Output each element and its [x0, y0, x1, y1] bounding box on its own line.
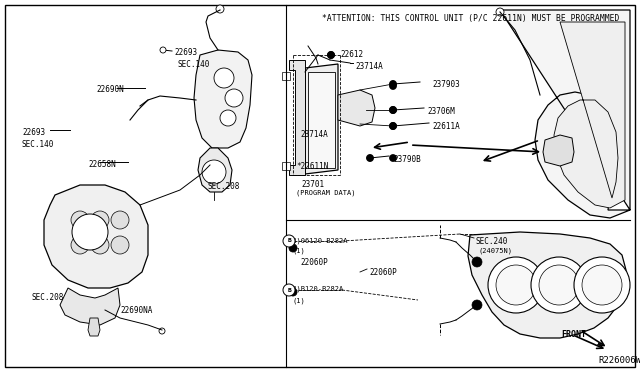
Text: SEC.140: SEC.140 — [178, 60, 211, 69]
Text: 23701: 23701 — [301, 180, 324, 189]
Circle shape — [216, 5, 224, 13]
Polygon shape — [468, 232, 626, 338]
Text: 22060P: 22060P — [300, 258, 328, 267]
Polygon shape — [289, 60, 305, 175]
Polygon shape — [44, 185, 148, 288]
Circle shape — [283, 284, 295, 296]
Text: B: B — [287, 238, 291, 244]
Text: 22611A: 22611A — [432, 122, 460, 131]
Polygon shape — [60, 288, 120, 325]
Polygon shape — [88, 318, 100, 336]
Circle shape — [574, 257, 630, 313]
Text: 22690NA: 22690NA — [120, 306, 152, 315]
Text: (1): (1) — [292, 248, 305, 254]
Circle shape — [91, 236, 109, 254]
Text: FRONT: FRONT — [561, 330, 586, 339]
Text: 22690N: 22690N — [96, 85, 124, 94]
Circle shape — [160, 47, 166, 53]
Circle shape — [472, 257, 482, 267]
Circle shape — [214, 68, 234, 88]
Bar — [282, 72, 290, 80]
Polygon shape — [554, 22, 625, 208]
Circle shape — [390, 83, 397, 90]
Circle shape — [539, 265, 579, 305]
Circle shape — [531, 257, 587, 313]
Text: 23714A: 23714A — [355, 62, 383, 71]
Circle shape — [390, 80, 397, 87]
Circle shape — [582, 265, 622, 305]
Polygon shape — [198, 148, 232, 192]
Circle shape — [220, 110, 236, 126]
Text: 23706M: 23706M — [427, 107, 455, 116]
Circle shape — [472, 300, 482, 310]
Text: 23790B: 23790B — [393, 155, 420, 164]
Text: *ATTENTION: THIS CONTROL UNIT (P/C 22611N) MUST BE PROGRAMMED: *ATTENTION: THIS CONTROL UNIT (P/C 22611… — [322, 14, 620, 23]
Polygon shape — [460, 228, 630, 365]
Circle shape — [488, 257, 544, 313]
Circle shape — [328, 51, 335, 58]
Text: (B)B120-B282A: (B)B120-B282A — [289, 286, 344, 292]
Text: R226006W: R226006W — [598, 356, 640, 365]
Bar — [282, 162, 290, 170]
Text: 22658N: 22658N — [88, 160, 116, 169]
Text: B: B — [287, 288, 291, 292]
Text: SEC.240: SEC.240 — [476, 237, 508, 246]
Text: 22693: 22693 — [22, 128, 45, 137]
Polygon shape — [500, 10, 630, 218]
Circle shape — [390, 122, 397, 129]
Circle shape — [390, 106, 397, 113]
Text: SEC.140: SEC.140 — [22, 140, 54, 149]
Polygon shape — [338, 90, 375, 126]
Circle shape — [390, 106, 397, 113]
Text: 22693: 22693 — [174, 48, 197, 57]
Text: (1): (1) — [292, 297, 305, 304]
Circle shape — [289, 244, 297, 252]
Circle shape — [71, 211, 89, 229]
Circle shape — [496, 8, 504, 16]
Circle shape — [289, 288, 297, 296]
Circle shape — [390, 154, 397, 161]
Bar — [308, 72, 335, 168]
Polygon shape — [543, 135, 574, 166]
Text: (24075N): (24075N) — [479, 248, 513, 254]
Text: 22612: 22612 — [340, 50, 363, 59]
Circle shape — [496, 265, 536, 305]
Circle shape — [111, 236, 129, 254]
Circle shape — [202, 160, 226, 184]
Circle shape — [328, 51, 335, 58]
Text: 237903: 237903 — [432, 80, 460, 89]
Text: SEC.208: SEC.208 — [207, 182, 239, 191]
Text: 23714A: 23714A — [300, 130, 328, 139]
Circle shape — [225, 89, 243, 107]
Circle shape — [91, 211, 109, 229]
Polygon shape — [305, 64, 338, 174]
Text: SEC.208: SEC.208 — [32, 293, 65, 302]
Polygon shape — [194, 50, 252, 148]
Circle shape — [159, 328, 165, 334]
Text: (PROGRAM DATA): (PROGRAM DATA) — [296, 190, 355, 196]
Text: 22060P: 22060P — [369, 268, 397, 277]
Circle shape — [111, 211, 129, 229]
Text: (B)06120-B282A: (B)06120-B282A — [289, 237, 349, 244]
Circle shape — [72, 214, 108, 250]
Text: *22611N: *22611N — [296, 162, 328, 171]
Circle shape — [71, 236, 89, 254]
Circle shape — [367, 154, 374, 161]
Circle shape — [283, 235, 295, 247]
Circle shape — [390, 122, 397, 129]
